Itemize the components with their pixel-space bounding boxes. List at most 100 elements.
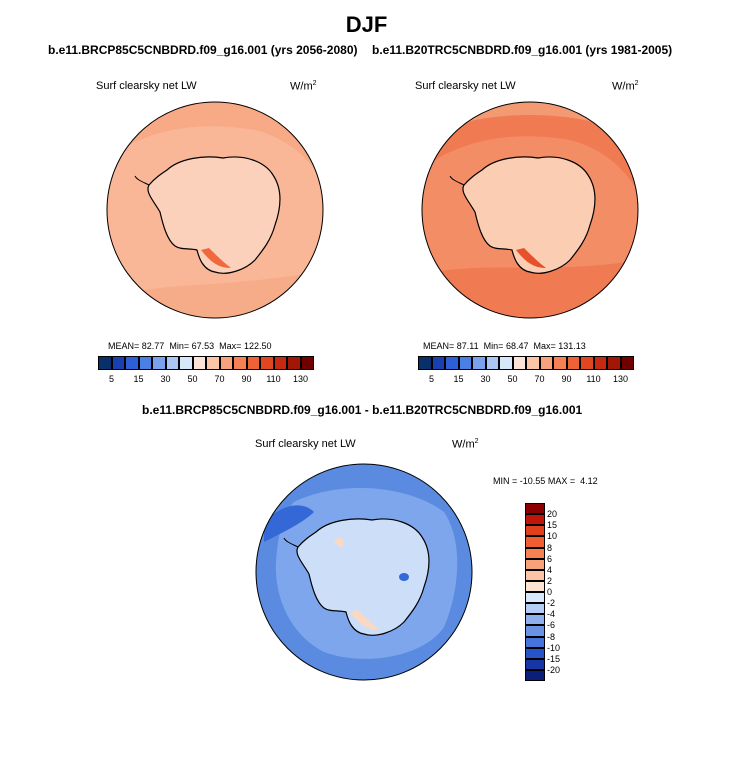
diff-antarctica <box>296 518 430 636</box>
colorbar-tick-label: 110 <box>266 374 281 384</box>
test-polar-map <box>106 101 324 319</box>
colorbar-swatch <box>472 356 486 370</box>
colorbar-swatch <box>525 614 545 626</box>
colorbar-swatch <box>260 356 274 370</box>
colorbar-tick-label: 20 <box>547 509 558 520</box>
colorbar-tick-label: -2 <box>547 598 556 609</box>
colorbar-swatch <box>525 547 545 559</box>
colorbar-swatch <box>525 514 545 526</box>
colorbar-swatch <box>445 356 459 370</box>
colorbar-swatch <box>512 356 526 370</box>
colorbar-swatch <box>165 356 179 370</box>
colorbar-swatch <box>525 558 545 570</box>
colorbar-swatch <box>246 356 260 370</box>
colorbar-swatch <box>98 356 112 370</box>
colorbar-tick-label: 15 <box>453 374 464 384</box>
colorbar-swatch <box>525 658 545 670</box>
colorbar-swatch <box>206 356 220 370</box>
colorbar-tick-label: 30 <box>160 374 171 384</box>
colorbar-tick-label: 5 <box>428 374 434 384</box>
ctrl-variable-label: Surf clearsky net LW <box>415 80 516 92</box>
ctrl-polar-map <box>421 101 639 319</box>
colorbar-swatch <box>458 356 472 370</box>
test-colorbar <box>98 356 314 370</box>
colorbar-tick-label: 15 <box>547 520 558 531</box>
ctrl-units-label: W/m2 <box>612 80 639 93</box>
diff-case-title: b.e11.BRCP85C5CNBDRD.f09_g16.001 - b.e11… <box>142 403 583 417</box>
colorbar-swatch <box>273 356 287 370</box>
colorbar-swatch <box>233 356 247 370</box>
colorbar-tick-label: 5 <box>108 374 114 384</box>
colorbar-swatch <box>566 356 580 370</box>
colorbar-swatch <box>525 636 545 648</box>
colorbar-swatch <box>485 356 499 370</box>
ctrl-colorbar-ticks: 5 15 30 50 70 90 110 130 <box>418 374 634 386</box>
colorbar-tick-label: 70 <box>214 374 225 384</box>
colorbar-tick-label: 70 <box>534 374 545 384</box>
colorbar-tick-label: 50 <box>507 374 518 384</box>
colorbar-swatch <box>620 356 634 370</box>
colorbar-tick-label: 6 <box>547 553 553 564</box>
colorbar-tick-label: 130 <box>292 374 309 384</box>
colorbar-tick-label: 90 <box>561 374 572 384</box>
test-colorbar-ticks: 5 15 30 50 70 90 110 130 <box>98 374 314 386</box>
colorbar-swatch <box>179 356 193 370</box>
diff-variable-label: Surf clearsky net LW <box>255 438 356 450</box>
colorbar-swatch <box>525 669 545 681</box>
colorbar-swatch <box>525 603 545 615</box>
colorbar-swatch <box>111 356 125 370</box>
test-variable-label: Surf clearsky net LW <box>96 80 197 92</box>
diff-units-label: W/m2 <box>452 438 479 451</box>
colorbar-swatch <box>152 356 166 370</box>
colorbar-tick-label: -10 <box>547 642 561 653</box>
colorbar-tick-label: -4 <box>547 609 556 620</box>
colorbar-swatch <box>300 356 314 370</box>
colorbar-tick-label: -6 <box>547 620 556 631</box>
colorbar-swatch <box>525 536 545 548</box>
colorbar-tick-label: 50 <box>187 374 198 384</box>
ctrl-stats: MEAN= 87.11 Min= 68.47 Max= 131.13 <box>423 341 586 351</box>
colorbar-tick-label: 0 <box>547 587 553 597</box>
colorbar-swatch <box>539 356 553 370</box>
ctrl-antarctica <box>462 156 596 274</box>
colorbar-swatch <box>125 356 139 370</box>
colorbar-tick-label: 130 <box>612 374 629 384</box>
colorbar-tick-label: 2 <box>547 575 553 586</box>
colorbar-swatch <box>525 625 545 637</box>
colorbar-swatch <box>525 569 545 581</box>
colorbar-tick-label: 30 <box>480 374 491 384</box>
test-ocean-band <box>107 102 323 190</box>
colorbar-tick-label: 4 <box>547 564 553 575</box>
colorbar-swatch <box>431 356 445 370</box>
colorbar-tick-label: -20 <box>547 664 561 675</box>
colorbar-swatch <box>525 580 545 592</box>
diff-colorbar: 20 15 10 8 6 4 2 0 -2 -4 -6 -8 -10 -15 -20 <box>525 503 560 681</box>
colorbar-swatch <box>526 356 540 370</box>
colorbar-tick-label: 10 <box>547 531 558 542</box>
test-antarctica <box>147 156 281 274</box>
colorbar-swatch <box>287 356 301 370</box>
ctrl-ocean-band <box>422 102 638 200</box>
diff-stats: MIN = -10.55 MAX = 4.12 <box>493 476 598 486</box>
colorbar-swatch <box>593 356 607 370</box>
colorbar-tick-label: 8 <box>547 542 553 553</box>
colorbar-swatch <box>525 525 545 537</box>
colorbar-swatch <box>607 356 621 370</box>
colorbar-swatch <box>219 356 233 370</box>
colorbar-tick-label: 110 <box>586 374 601 384</box>
colorbar-swatch <box>499 356 513 370</box>
test-stats: MEAN= 82.77 Min= 67.53 Max= 122.50 <box>108 341 272 351</box>
colorbar-swatch <box>525 647 545 659</box>
colorbar-swatch <box>525 503 545 515</box>
colorbar-tick-label: 15 <box>133 374 144 384</box>
colorbar-swatch <box>525 592 545 604</box>
colorbar-tick-label: -8 <box>547 631 556 642</box>
page-title: DJF <box>345 12 388 37</box>
diff-polar-map <box>255 463 473 681</box>
colorbar-tick-label: -15 <box>547 653 561 664</box>
test-units-label: W/m2 <box>290 80 317 93</box>
colorbar-swatch <box>418 356 432 370</box>
colorbar-swatch <box>192 356 206 370</box>
ctrl-colorbar <box>418 356 634 370</box>
colorbar-swatch <box>580 356 594 370</box>
